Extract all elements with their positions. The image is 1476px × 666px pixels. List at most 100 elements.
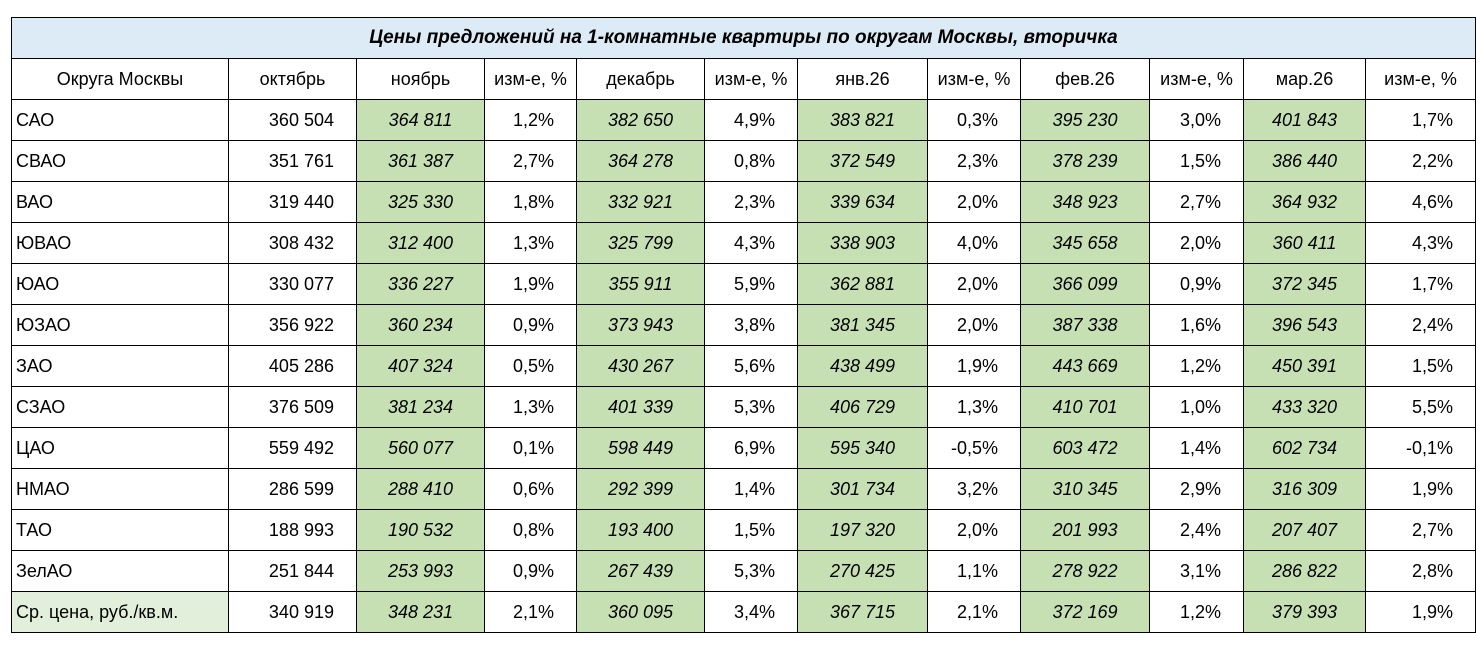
price-cell: 1,7% bbox=[1365, 263, 1476, 305]
change-cell: 378 239 bbox=[1020, 140, 1150, 182]
price-cell: 4,9% bbox=[704, 99, 798, 141]
price-cell: 1,3% bbox=[484, 222, 577, 264]
price-cell: 2,4% bbox=[1365, 304, 1476, 346]
price-cell: 319 440 bbox=[228, 181, 357, 223]
change-cell: 396 543 bbox=[1243, 304, 1366, 346]
price-cell: 2,3% bbox=[927, 140, 1021, 182]
change-cell: 201 993 bbox=[1020, 509, 1150, 551]
change-cell: 367 715 bbox=[797, 591, 928, 633]
price-cell: 5,5% bbox=[1365, 386, 1476, 428]
change-cell: 372 549 bbox=[797, 140, 928, 182]
price-cell: 1,2% bbox=[1149, 591, 1244, 633]
price-cell: 1,0% bbox=[1149, 386, 1244, 428]
price-cell: 559 492 bbox=[228, 427, 357, 469]
district-name: ВАО bbox=[11, 181, 229, 223]
change-cell: 278 922 bbox=[1020, 550, 1150, 592]
column-header: фев.26 bbox=[1020, 58, 1150, 100]
price-cell: 0,1% bbox=[484, 427, 577, 469]
price-cell: 3,0% bbox=[1149, 99, 1244, 141]
price-cell: 3,2% bbox=[927, 468, 1021, 510]
price-cell: 1,9% bbox=[1365, 468, 1476, 510]
price-cell: 1,7% bbox=[1365, 99, 1476, 141]
price-cell: 1,5% bbox=[1149, 140, 1244, 182]
price-cell: 330 077 bbox=[228, 263, 357, 305]
price-cell: 2,1% bbox=[927, 591, 1021, 633]
change-cell: 207 407 bbox=[1243, 509, 1366, 551]
column-header: янв.26 bbox=[797, 58, 928, 100]
price-cell: 2,7% bbox=[1365, 509, 1476, 551]
price-cell: 2,7% bbox=[484, 140, 577, 182]
district-name: САО bbox=[11, 99, 229, 141]
price-cell: 4,6% bbox=[1365, 181, 1476, 223]
change-cell: 383 821 bbox=[797, 99, 928, 141]
change-cell: 253 993 bbox=[356, 550, 485, 592]
change-cell: 430 267 bbox=[576, 345, 705, 387]
change-cell: 401 843 bbox=[1243, 99, 1366, 141]
price-cell: 0,3% bbox=[927, 99, 1021, 141]
average-row: Ср. цена, руб./кв.м. 340 919 348 231 2,1% 36… bbox=[11, 591, 1476, 633]
price-cell: 405 286 bbox=[228, 345, 357, 387]
price-cell: 356 922 bbox=[228, 304, 357, 346]
price-cell: 2,3% bbox=[704, 181, 798, 223]
price-cell: 251 844 bbox=[228, 550, 357, 592]
change-cell: 401 339 bbox=[576, 386, 705, 428]
price-cell: 308 432 bbox=[228, 222, 357, 264]
change-cell: 301 734 bbox=[797, 468, 928, 510]
price-cell: 0,5% bbox=[484, 345, 577, 387]
change-cell: 372 169 bbox=[1020, 591, 1150, 633]
price-cell: 2,0% bbox=[927, 181, 1021, 223]
change-cell: 364 811 bbox=[356, 99, 485, 141]
price-cell: 2,0% bbox=[927, 263, 1021, 305]
change-cell: 325 799 bbox=[576, 222, 705, 264]
change-cell: 373 943 bbox=[576, 304, 705, 346]
change-cell: 381 345 bbox=[797, 304, 928, 346]
price-cell: 4,0% bbox=[927, 222, 1021, 264]
change-cell: 450 391 bbox=[1243, 345, 1366, 387]
price-cell: 4,3% bbox=[1365, 222, 1476, 264]
change-cell: 360 234 bbox=[356, 304, 485, 346]
change-cell: 325 330 bbox=[356, 181, 485, 223]
table-row: ЮЗАО 356 922 360 234 0,9% 373 943 3,8% 381 345… bbox=[11, 304, 1476, 346]
change-cell: 348 923 bbox=[1020, 181, 1150, 223]
price-cell: 1,6% bbox=[1149, 304, 1244, 346]
column-header: изм-е, % bbox=[1149, 58, 1244, 100]
price-cell: 1,9% bbox=[484, 263, 577, 305]
column-header: октябрь bbox=[228, 58, 357, 100]
price-cell: 351 761 bbox=[228, 140, 357, 182]
price-cell: 6,9% bbox=[704, 427, 798, 469]
price-cell: 360 504 bbox=[228, 99, 357, 141]
price-cell: 2,8% bbox=[1365, 550, 1476, 592]
price-cell: 2,0% bbox=[1149, 222, 1244, 264]
price-cell: 0,8% bbox=[484, 509, 577, 551]
table-row: ЗелАО 251 844 253 993 0,9% 267 439 5,3% 270 42… bbox=[11, 550, 1476, 592]
change-cell: 197 320 bbox=[797, 509, 928, 551]
price-cell: 1,3% bbox=[927, 386, 1021, 428]
table-row: СЗАО 376 509 381 234 1,3% 401 339 5,3% 406 729… bbox=[11, 386, 1476, 428]
price-cell: 2,7% bbox=[1149, 181, 1244, 223]
table-row: ЮВАО 308 432 312 400 1,3% 325 799 4,3% 338 903… bbox=[11, 222, 1476, 264]
price-cell: 5,9% bbox=[704, 263, 798, 305]
price-cell: 0,9% bbox=[484, 550, 577, 592]
change-cell: 595 340 bbox=[797, 427, 928, 469]
price-cell: -0,1% bbox=[1365, 427, 1476, 469]
change-cell: 288 410 bbox=[356, 468, 485, 510]
change-cell: 193 400 bbox=[576, 509, 705, 551]
column-header: изм-е, % bbox=[484, 58, 577, 100]
change-cell: 395 230 bbox=[1020, 99, 1150, 141]
change-cell: 338 903 bbox=[797, 222, 928, 264]
price-cell: 0,6% bbox=[484, 468, 577, 510]
change-cell: 379 393 bbox=[1243, 591, 1366, 633]
change-cell: 286 822 bbox=[1243, 550, 1366, 592]
table-row: ТАО 188 993 190 532 0,8% 193 400 1,5% 197 320 2… bbox=[11, 509, 1476, 551]
change-cell: 438 499 bbox=[797, 345, 928, 387]
district-name: ТАО bbox=[11, 509, 229, 551]
district-name: ЦАО bbox=[11, 427, 229, 469]
column-header: изм-е, % bbox=[704, 58, 798, 100]
price-cell: 340 919 bbox=[228, 591, 357, 633]
change-cell: 336 227 bbox=[356, 263, 485, 305]
column-header: изм-е, % bbox=[1365, 58, 1476, 100]
price-cell: 2,9% bbox=[1149, 468, 1244, 510]
column-header: Округа Москвы bbox=[11, 58, 229, 100]
change-cell: 360 411 bbox=[1243, 222, 1366, 264]
table-row: ВАО 319 440 325 330 1,8% 332 921 2,3% 339 634 2… bbox=[11, 181, 1476, 223]
